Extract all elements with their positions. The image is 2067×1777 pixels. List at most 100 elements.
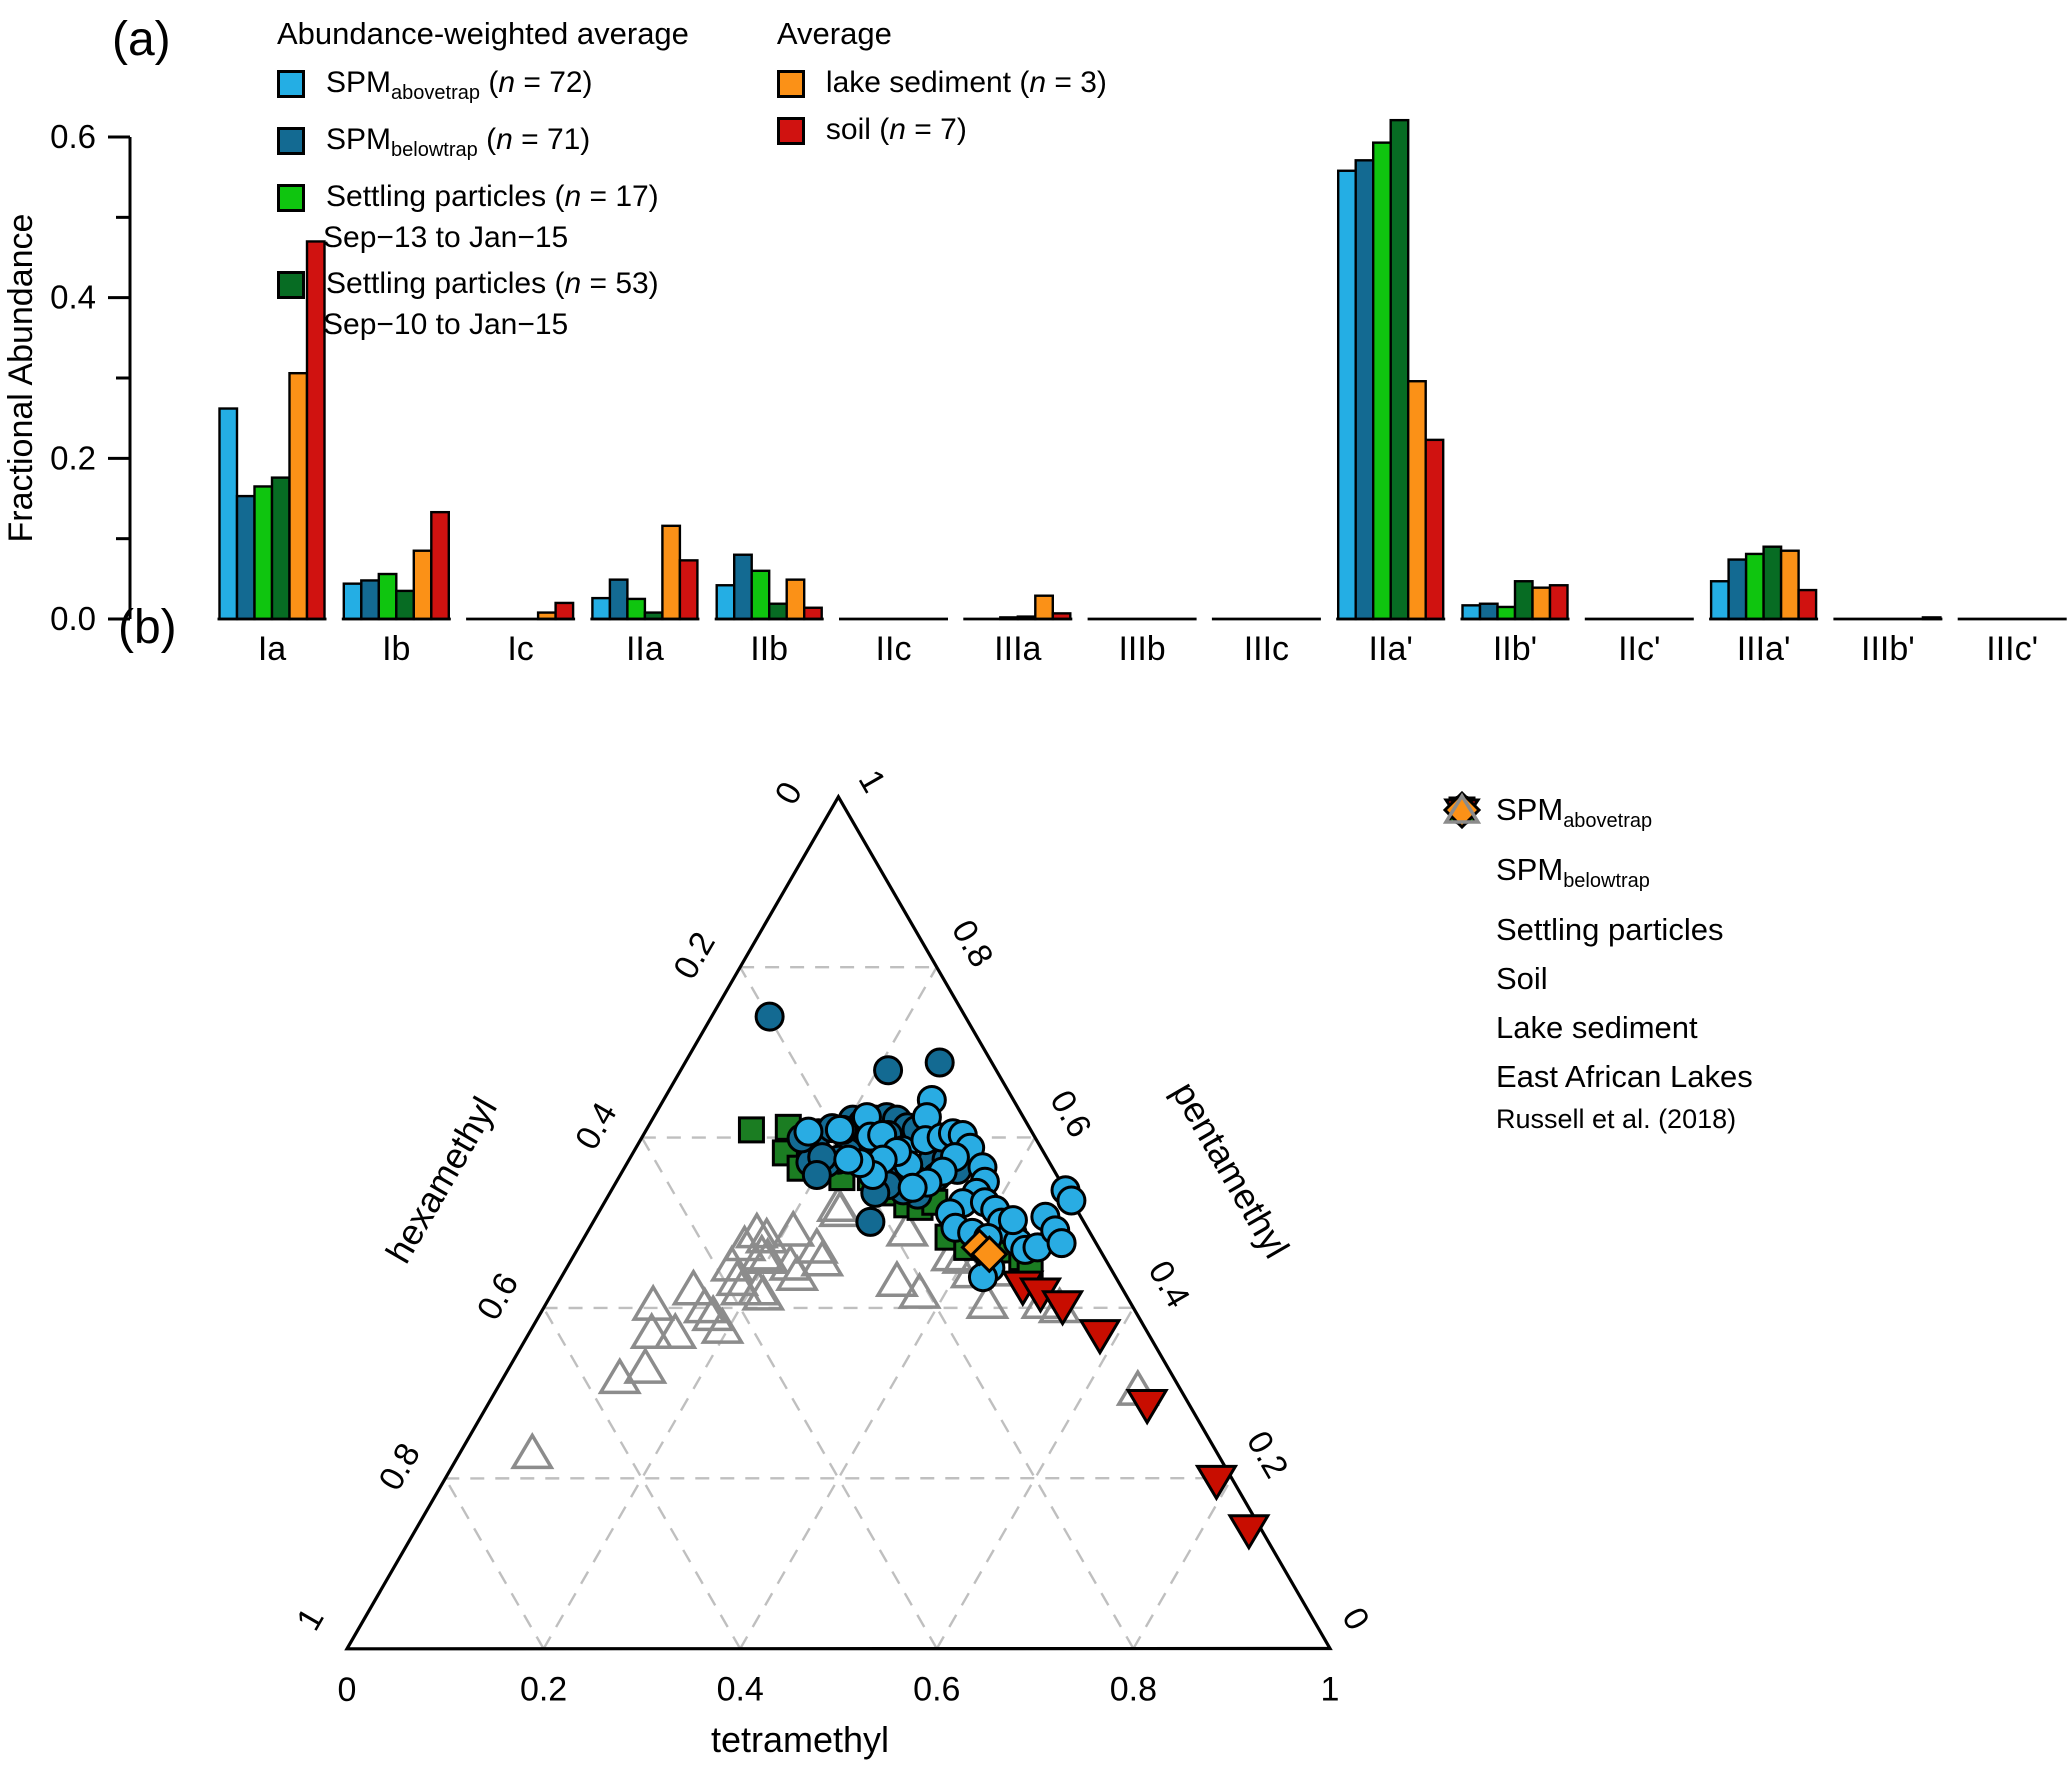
data-point-triangle-up — [744, 1216, 789, 1254]
bar — [395, 589, 415, 621]
pentamethyl-axis-title: pentamethyl — [1164, 1075, 1298, 1265]
data-point-triangle-up — [771, 1209, 816, 1247]
bar — [1389, 118, 1410, 621]
tetramethyl-tick-label: 0.2 — [520, 1671, 567, 1709]
x-category-label: IIIc' — [1986, 630, 2038, 668]
x-category-label: Ic — [507, 630, 533, 668]
pentamethyl-corner-label: 0 — [1334, 1601, 1376, 1636]
y-axis-title: Fractional Abundance — [2, 214, 40, 543]
legend-swatch — [277, 127, 305, 155]
data-point-triangle-up — [741, 1273, 786, 1311]
hexamethyl-axis-title: hexamethyl — [377, 1090, 505, 1270]
bar — [768, 602, 788, 621]
legend-label: Settling particles — [1496, 912, 1724, 948]
data-point-triangle-up — [745, 1236, 790, 1274]
legend-label: SPMabovetrap — [1496, 792, 1653, 833]
legend-label-line2: Sep−13 to Jan−15 — [323, 221, 569, 254]
pentamethyl-tick-label: 0.6 — [1042, 1084, 1099, 1144]
panel-b-legend: SPMabovetrap SPMbelowtrap Settling particl… — [1440, 790, 1753, 1148]
data-point-circle — [997, 1205, 1028, 1236]
bar — [661, 524, 682, 621]
bar — [360, 579, 380, 621]
x-category-label: IIb' — [1493, 630, 1537, 668]
panel-a-label: (a) — [112, 13, 171, 66]
y-tick-label: 0.6 — [50, 118, 96, 155]
data-point-triangle-up — [794, 1226, 839, 1264]
legend-label: Lake sediment — [1496, 1010, 1698, 1046]
grid-line-tetramethyl — [542, 966, 938, 1650]
tetramethyl-tick-label: 0.6 — [913, 1671, 960, 1709]
legend-item: East African Lakes — [1440, 792, 1753, 1097]
legend-a-column-1: Abundance-weighted average SPMabovetrap (… — [277, 16, 689, 354]
data-point-triangle-up — [817, 1189, 862, 1228]
data-point-circle — [801, 1160, 832, 1191]
data-point-triangle-up — [739, 1233, 784, 1271]
hexamethyl-tick-label: 0.4 — [568, 1096, 625, 1156]
diamond-icon — [1442, 790, 1482, 830]
bar — [218, 407, 239, 621]
bar — [1371, 141, 1392, 621]
bar — [678, 559, 699, 621]
data-point-triangle-down — [1078, 1319, 1122, 1356]
bar — [342, 582, 363, 621]
data-point-circle — [855, 1206, 886, 1237]
bar — [554, 601, 575, 621]
bar — [1478, 602, 1499, 621]
legend-label-line2: Sep−10 to Jan−15 — [323, 308, 569, 341]
x-category-label: IIa — [626, 630, 664, 668]
data-point-triangle-up — [623, 1346, 668, 1384]
legend-item: SPMabovetrap (n = 72) — [277, 66, 689, 110]
legend-swatch — [277, 271, 305, 299]
data-point-circle — [754, 1001, 785, 1032]
legend-label: soil (n = 7) — [825, 113, 967, 146]
legend-item: soil (n = 7) — [776, 113, 1107, 147]
ternary-frame — [344, 793, 1333, 1651]
bar — [430, 510, 450, 621]
bar — [1727, 558, 1748, 621]
data-point-triangle-up — [709, 1244, 754, 1282]
data-point-triangle-up — [897, 1271, 942, 1309]
panel-a-legend: Abundance-weighted average SPMabovetrap (… — [277, 16, 1107, 354]
bar — [1424, 438, 1445, 621]
grid-line-hexamethyl — [739, 966, 1135, 1650]
data-point-triangle-up — [597, 1356, 642, 1395]
legend-item: Lake sediment — [1440, 790, 1753, 1048]
data-point-triangle-up — [671, 1268, 716, 1306]
bar — [1548, 584, 1569, 621]
bar — [750, 569, 771, 621]
bar — [1762, 545, 1783, 621]
legend-item: Settling particles (n = 53) — [277, 267, 689, 301]
data-point-circle — [824, 1114, 855, 1145]
legend-swatch — [277, 70, 305, 98]
bar — [1461, 604, 1482, 621]
bar — [1354, 159, 1375, 621]
legend-a-header: Average — [776, 16, 892, 51]
legend-item: SPMbelowtrap (n = 71) — [277, 123, 689, 167]
bar — [270, 476, 291, 621]
legend-marker — [1440, 790, 1484, 1048]
triangle-up-open-icon — [1442, 792, 1482, 824]
bar — [1406, 380, 1427, 621]
x-category-label: IIIb' — [1861, 630, 1915, 668]
bar — [305, 240, 326, 621]
bar — [288, 371, 309, 621]
hexamethyl-tick-label: 0.8 — [371, 1437, 428, 1497]
bar — [608, 578, 629, 621]
pentamethyl-corner-label: 1 — [851, 764, 893, 799]
data-point-circle — [833, 1144, 864, 1175]
data-point-triangle-down — [1040, 1290, 1085, 1327]
y-tick-label: 0.0 — [50, 600, 96, 637]
legend-label: SPMbelowtrap — [1496, 852, 1650, 893]
bar — [235, 494, 256, 621]
bar — [253, 485, 274, 621]
bar — [1496, 605, 1517, 621]
legend-label: Settling particles (n = 17) — [326, 180, 659, 213]
legend-label: SPMbelowtrap (n = 71) — [326, 123, 591, 161]
tetramethyl-axis-title: tetramethyl — [711, 1719, 889, 1760]
y-tick-label: 0.2 — [50, 439, 96, 476]
bar — [1513, 580, 1534, 621]
legend-marker — [1440, 792, 1484, 1097]
legend-label: Settling particles (n = 53) — [326, 267, 659, 300]
tetramethyl-tick-label: 0 — [338, 1671, 357, 1709]
